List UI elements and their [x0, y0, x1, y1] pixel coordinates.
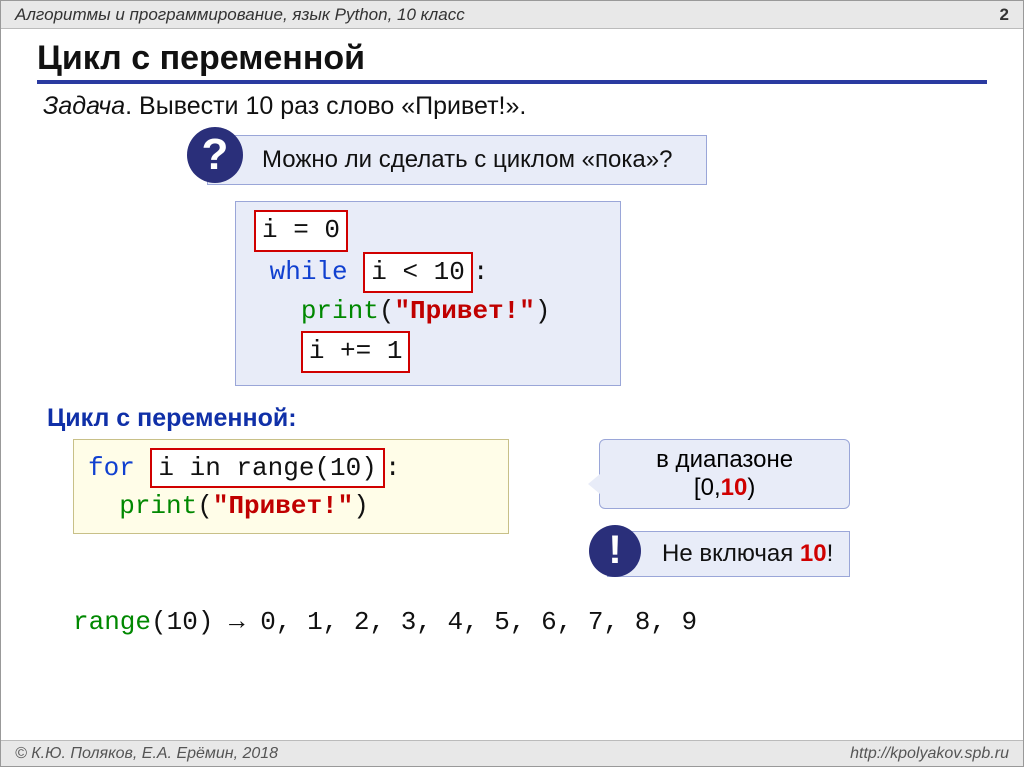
fn-range: range — [73, 607, 151, 637]
header-bar: Алгоритмы и программирование, язык Pytho… — [1, 1, 1023, 29]
colon: : — [473, 257, 489, 287]
sequence: 0, 1, 2, 3, 4, 5, 6, 7, 8, 9 — [260, 607, 697, 637]
code-frame: i < 10 — [363, 252, 473, 294]
question-mark-icon: ? — [187, 127, 243, 183]
footer-left: © К.Ю. Поляков, Е.А. Ерёмин, 2018 — [15, 745, 278, 762]
slide-title: Цикл с переменной — [37, 39, 987, 84]
code-while: i = 0 while i < 10: print("Привет!") i +… — [235, 201, 621, 386]
task-label: Задача — [43, 92, 125, 120]
kw-for: for — [88, 453, 135, 483]
subheading: Цикл с переменной: — [47, 404, 987, 433]
excl-b: 10 — [800, 540, 827, 567]
range-note: в диапазоне [0,10) — [599, 439, 850, 509]
code-frame: i = 0 — [254, 210, 348, 252]
paren: ( — [151, 607, 167, 637]
string-lit: "Привет!" — [213, 491, 353, 521]
row-for: for i in range(10): print("Привет!") в д… — [37, 439, 987, 577]
slide-content: Цикл с переменной Задача. Вывести 10 раз… — [1, 29, 1023, 637]
exclaim-icon: ! — [589, 525, 641, 577]
paren: ) — [198, 607, 214, 637]
paren: ) — [353, 491, 369, 521]
page-number: 2 — [1000, 5, 1009, 25]
fn-print: print — [119, 491, 197, 521]
range-expansion: range(10) → 0, 1, 2, 3, 4, 5, 6, 7, 8, 9 — [73, 607, 987, 637]
code-for: for i in range(10): print("Привет!") — [73, 439, 509, 534]
kw-while: while — [270, 257, 348, 287]
range-note-l1: в диапазоне — [624, 446, 825, 474]
arg: 10 — [167, 607, 198, 637]
code-frame: i += 1 — [301, 331, 411, 373]
footer-bar: © К.Ю. Поляков, Е.А. Ерёмин, 2018 http:/… — [1, 740, 1023, 766]
exclaim-callout: ! Не включая 10! — [607, 531, 850, 577]
exclaim-text: Не включая 10! — [607, 531, 850, 577]
excl-a: Не включая — [662, 540, 800, 567]
string-lit: "Привет!" — [394, 296, 534, 326]
code-frame: i in range(10) — [150, 448, 384, 488]
paren: ) — [535, 296, 551, 326]
paren: ( — [379, 296, 395, 326]
fn-print: print — [301, 296, 379, 326]
task-line: Задача. Вывести 10 раз слово «Привет!». — [37, 92, 987, 121]
arrow: → — [213, 607, 260, 637]
question-text: Можно ли сделать с циклом «пока»? — [207, 135, 707, 185]
header-title: Алгоритмы и программирование, язык Pytho… — [15, 5, 465, 25]
range-note-l2c: ) — [747, 474, 755, 501]
excl-c: ! — [827, 540, 834, 567]
question-callout: ? Можно ли сделать с циклом «пока»? — [207, 135, 707, 185]
paren: ( — [197, 491, 213, 521]
range-note-l2a: [0, — [694, 474, 721, 501]
range-note-l2b: 10 — [721, 474, 748, 501]
notes-column: в диапазоне [0,10) ! Не включая 10! — [599, 439, 850, 577]
task-text: . Вывести 10 раз слово «Привет!». — [125, 92, 526, 120]
footer-right: http://kpolyakov.spb.ru — [850, 745, 1009, 762]
colon: : — [385, 453, 401, 483]
